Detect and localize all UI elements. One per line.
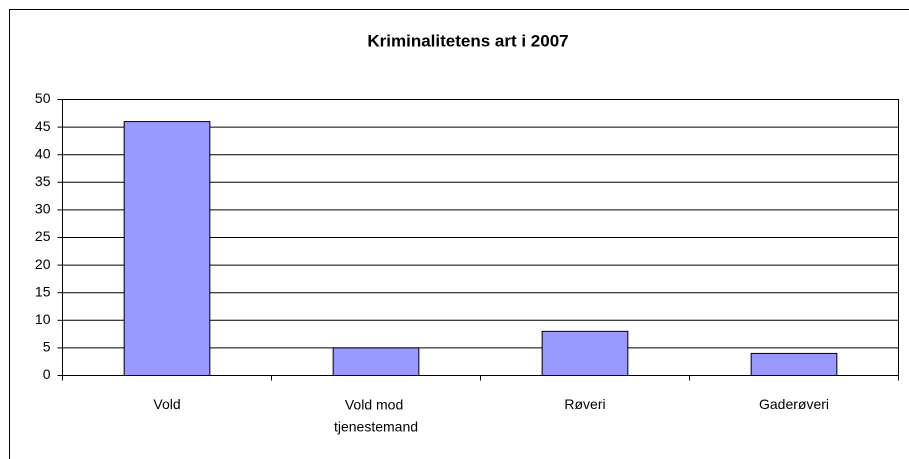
y-tick-label: 30 (35, 201, 51, 217)
x-tick-label: Gaderøveri (759, 396, 829, 412)
bar (332, 347, 420, 376)
y-tick-label: 15 (35, 283, 51, 299)
bar (750, 352, 838, 377)
y-tick-label: 35 (35, 173, 51, 189)
y-tick-label: 5 (43, 339, 51, 355)
y-tick-label: 40 (35, 145, 51, 161)
y-tick-label: 50 (35, 90, 51, 106)
bar (541, 330, 629, 376)
y-tick-label: 20 (35, 256, 51, 272)
x-tick-label: Vold (153, 396, 180, 412)
chart-title: Kriminalitetens art i 2007 (367, 31, 568, 50)
x-tick-label: Røveri (564, 396, 605, 412)
y-tick-label: 0 (43, 366, 51, 382)
x-tick-label: Vold mod tjenestemand (334, 396, 418, 434)
y-tick-label: 45 (35, 118, 51, 134)
y-tick-label: 10 (35, 311, 51, 327)
y-tick-label: 25 (35, 228, 51, 244)
bar (123, 121, 211, 376)
